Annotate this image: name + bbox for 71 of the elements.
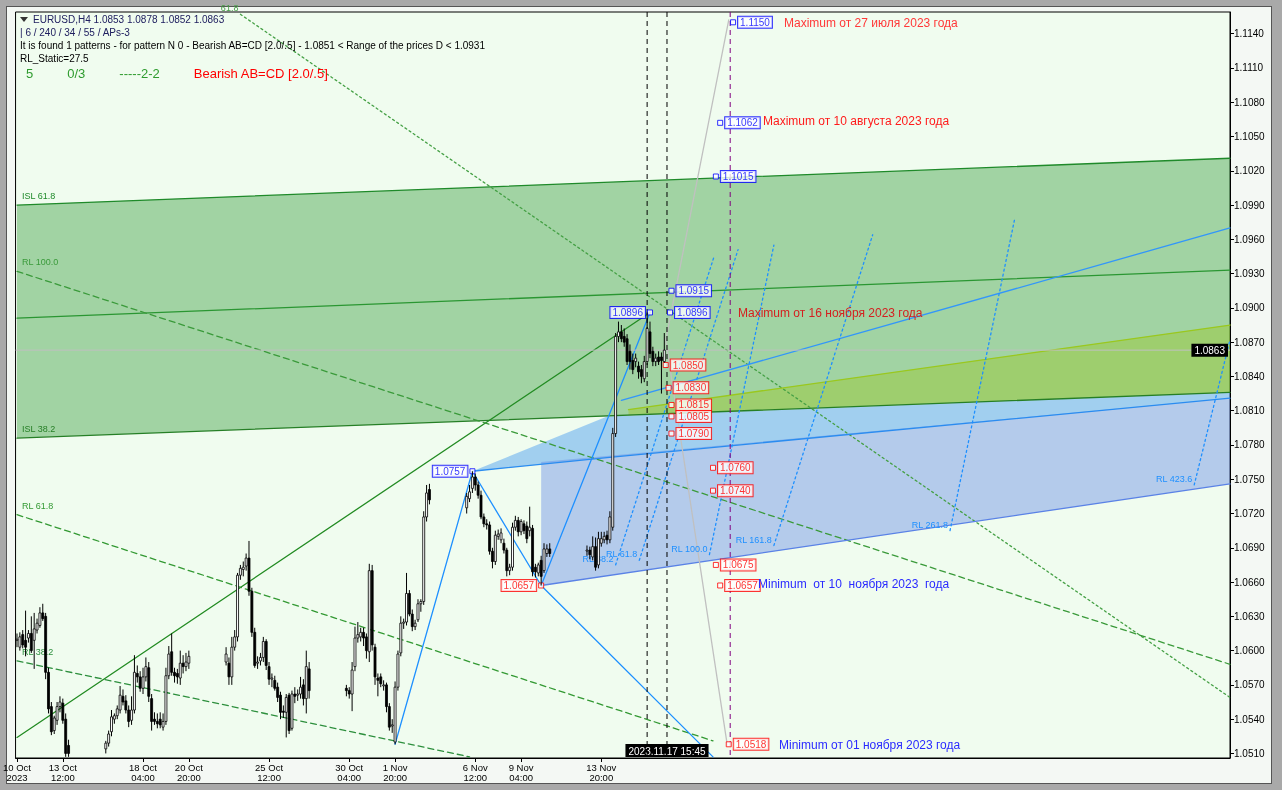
- annotation: 5: [26, 65, 34, 82]
- y-tick-label: 1.1140: [1234, 28, 1265, 40]
- x-tick-label: 25 Oct 12:00: [255, 761, 284, 783]
- data-label: 1.0896: [612, 306, 644, 318]
- y-tick-label: 1.1020: [1234, 165, 1266, 177]
- x-tick-label: 13 Oct 12:00: [48, 761, 78, 783]
- series-label: RL 423.6: [1155, 473, 1193, 484]
- data-label: 1.0675: [722, 559, 754, 571]
- data-label: 1.0896: [677, 306, 709, 318]
- data-label: 1.0757: [434, 465, 466, 477]
- annotation: | 6 / 240 / 34 / 55 / APs-3: [20, 26, 131, 39]
- y-tick-label: 1.0810: [1234, 405, 1266, 417]
- data-label: 1.0657: [727, 579, 759, 591]
- data-label: 1.0790: [678, 428, 710, 440]
- data-label: 1.0815: [678, 399, 710, 411]
- annotation: Bearish AB=CD [2.0/.5]: [193, 65, 328, 82]
- y-tick-label: 1.0930: [1234, 268, 1266, 280]
- x-tick-label: 9 Nov 04:00: [508, 761, 534, 783]
- data-label: 1.1015: [722, 171, 754, 183]
- annotation: 0/3: [67, 65, 86, 82]
- annotation: Minimum от 01 ноября 2023 года: [779, 738, 961, 752]
- annotation: It is found 1 patterns - for pattern N 0 - Bearish AB=CD [2.0/.5] - 1.0851 < Range of the prices D < 1.0931: [20, 39, 485, 52]
- data-label: 1.0850: [672, 359, 704, 371]
- x-tick-label: 13 Nov 20:00: [586, 761, 617, 783]
- series-label: RL 100.0: [671, 543, 708, 554]
- x-tick-label: 20 Oct 20:00: [174, 761, 204, 783]
- data-label: 1.1062: [727, 117, 759, 129]
- y-tick-label: 1.0630: [1234, 610, 1266, 622]
- annotation: Maximum от 27 июля 2023 года: [784, 16, 959, 30]
- y-tick-label: 1.0570: [1234, 679, 1266, 691]
- y-tick-label: 1.0780: [1234, 439, 1266, 451]
- y-tick-label: 1.1110: [1234, 62, 1264, 74]
- data-label: 1.0830: [675, 382, 707, 394]
- y-tick-label: 1.0510: [1234, 747, 1266, 759]
- ref-line-label: 1.0863: [1194, 344, 1226, 356]
- x-tick-label: 18 Oct 04:00: [129, 761, 158, 783]
- y-tick-label: 1.0960: [1234, 233, 1266, 245]
- ref-line-label: 2023.11.17 15:45: [628, 745, 706, 757]
- y-tick-label: 1.0720: [1234, 508, 1266, 520]
- data-label: 1.0657: [503, 579, 535, 591]
- y-tick-label: 1.0900: [1234, 302, 1266, 314]
- data-label: 1.0740: [720, 485, 752, 497]
- x-tick-label: 1 Nov 20:00: [382, 761, 408, 783]
- series-label: RL 261.8: [911, 519, 949, 530]
- y-tick-label: 1.0690: [1234, 542, 1266, 554]
- y-tick-label: 1.0750: [1234, 473, 1266, 485]
- annotation: Maximum от 16 ноября 2023 года: [738, 306, 923, 320]
- chart-title: EURUSD,H4 1.0853 1.0878 1.0852 1.0863: [33, 13, 225, 26]
- y-tick-label: 1.0990: [1234, 199, 1266, 211]
- series-label: ISL 38.2: [21, 424, 56, 435]
- series-label: RL 61.8: [21, 500, 54, 511]
- data-label: 1.0805: [678, 410, 710, 422]
- y-tick-label: 1.0870: [1234, 336, 1266, 348]
- y-tick-label: 1.0840: [1234, 370, 1266, 382]
- series-label: RL 161.8: [735, 534, 772, 545]
- series-label: ISL 61.8: [21, 191, 56, 202]
- y-tick-label: 1.1080: [1234, 96, 1266, 108]
- y-tick-label: 1.1050: [1234, 131, 1266, 143]
- annotation: RL_Static=27.5: [20, 52, 90, 65]
- x-tick-label: 30 Oct 04:00: [335, 761, 364, 783]
- data-label: 1.0518: [735, 738, 767, 750]
- series-label: RL 100.0: [21, 257, 59, 268]
- annotation: Maximum от 10 августа 2023 года: [763, 114, 950, 128]
- y-tick-label: 1.0660: [1234, 576, 1266, 588]
- data-label: 1.0915: [678, 285, 710, 297]
- x-tick-label: 6 Nov 12:00: [462, 761, 488, 783]
- y-tick-label: 1.0600: [1234, 645, 1266, 657]
- data-label: 1.1150: [740, 16, 771, 28]
- y-tick-label: 1.0540: [1234, 713, 1266, 725]
- annotation: -----2-2: [119, 65, 160, 82]
- data-label: 1.0760: [720, 462, 752, 474]
